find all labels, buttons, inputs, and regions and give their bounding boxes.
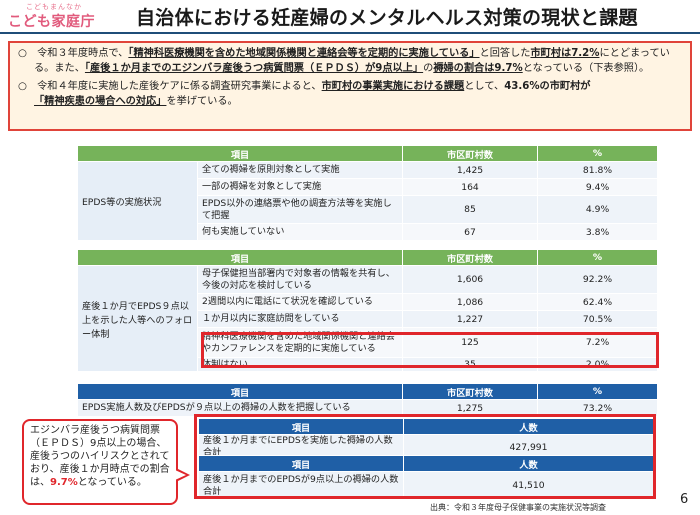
logo-text: こども家庭庁 xyxy=(8,14,95,30)
epds-high-score-table: 項目 人数 産後１か月までのEPDSが9点以上の褥婦の人数合計 41,510 xyxy=(198,455,654,500)
table-row: 2週間以内に電話にて状況を確認している 1,086 62.4% xyxy=(78,293,658,311)
header-item: 項目 xyxy=(77,383,403,400)
header-count: 市区町村数 xyxy=(402,383,538,400)
table-header-row: 項目 人数 xyxy=(198,418,654,435)
header-pct: % xyxy=(537,383,658,400)
page-title: 自治体における妊産婦のメンタルヘルス対策の現状と課題 xyxy=(136,7,638,29)
summary-point-1: ○ 令和３年度時点で、「精神科医療機関を含めた地域関係機関と連絡会等を定期的に実… xyxy=(18,46,684,76)
header-item: 項目 xyxy=(198,418,404,435)
summary-emphasis: 褥婦の割合は9.7% xyxy=(433,63,523,74)
table-header-row: 項目 人数 xyxy=(198,455,654,472)
table-row: 何も実施していない 67 3.8% xyxy=(78,223,658,241)
table-row: 体制はない 35 2.0% xyxy=(78,357,658,372)
row-item: 全ての褥婦を原則対象として実施 xyxy=(197,161,403,179)
header-item: 項目 xyxy=(198,455,404,472)
follow-up-system-table: 項目 市区町村数 % 産後１か月でEPDS９点以上を示した人等へのフォロー体制 … xyxy=(77,249,658,372)
epds-implementation-table: 項目 市区町村数 % EPDS等の実施状況 全ての褥婦を原則対象として実施 1,… xyxy=(77,145,658,241)
summary-point-2: ○ 令和４年度に実施した産後ケアに係る調査研究事業によると、市町村の事業実施にお… xyxy=(18,79,684,109)
row-item: 精神科医療機関を含めた地域関係機関と連絡会やカンファレンスを定期的に実施している xyxy=(197,327,403,358)
row-pct: 62.4% xyxy=(537,293,658,311)
table-header-row: 項目 市区町村数 % xyxy=(77,383,658,400)
epds-tracking-table: 項目 市区町村数 % EPDS実施人数及びEPDSが９点以上の褥婦の人数を把握し… xyxy=(77,383,658,417)
row-count: 67 xyxy=(402,223,538,241)
summary-text: となっている（下表参照）。 xyxy=(522,63,650,74)
row-item: 母子保健担当部署内で対象者の情報を共有し、今後の対応を検討している xyxy=(197,265,403,294)
row-item: 産後１か月までのEPDSが9点以上の褥婦の人数合計 xyxy=(198,471,404,500)
row-count: 1,606 xyxy=(402,265,538,294)
row-pct: 9.4% xyxy=(537,178,658,196)
row-count: 1,425 xyxy=(402,161,538,179)
row-category: EPDS等の実施状況 xyxy=(77,161,198,241)
summary-emphasis: 市町村の事業実施における課題 xyxy=(321,81,465,92)
callout-highlight: 9.7% xyxy=(50,477,78,488)
row-pct: 73.2% xyxy=(537,399,658,417)
callout-tail-text: となっている。 xyxy=(77,477,147,488)
header-people: 人数 xyxy=(403,418,654,435)
row-pct: 81.8% xyxy=(537,161,658,179)
table-row: 産後１か月までのEPDSが9点以上の褥婦の人数合計 41,510 xyxy=(198,471,654,500)
row-count: 1,086 xyxy=(402,293,538,311)
summary-text: 令和３年度時点で、 xyxy=(37,48,129,59)
summary-text: を挙げている。 xyxy=(166,96,238,107)
row-pct: 7.2% xyxy=(537,327,658,358)
header-count: 市区町村数 xyxy=(402,145,538,162)
header-count: 市区町村数 xyxy=(402,249,538,266)
row-item: EPDS以外の連絡票や他の調査方法等を実施して把握 xyxy=(197,195,403,224)
table-row: 産後１か月でEPDS９点以上を示した人等へのフォロー体制 母子保健担当部署内で対… xyxy=(77,265,658,372)
row-count: 1,227 xyxy=(402,310,538,328)
row-pct: 70.5% xyxy=(537,310,658,328)
summary-bold: 43.6%の市町村が xyxy=(504,81,591,92)
row-count: 85 xyxy=(402,195,538,224)
logo-ruby-text: こどもまんなか xyxy=(26,3,82,11)
row-item: EPDS実施人数及びEPDSが９点以上の褥婦の人数を把握している xyxy=(77,399,403,417)
epds-total-table: 項目 人数 産後１か月までにEPDSを実施した褥婦の人数合計 427,991 xyxy=(198,418,654,460)
bullet-icon: ○ xyxy=(18,48,27,59)
summary-emphasis: 「精神科医療機関を含めた地域関係機関と連絡会等を定期的に実施している」 xyxy=(128,48,480,59)
row-item: 何も実施していない xyxy=(197,223,403,241)
bullet-icon: ○ xyxy=(18,81,27,92)
row-item: 一部の褥婦を対象として実施 xyxy=(197,178,403,196)
header-people: 人数 xyxy=(403,455,654,472)
table-row: EPDS実施人数及びEPDSが９点以上の褥婦の人数を把握している 1,275 7… xyxy=(77,399,658,417)
row-count: 125 xyxy=(402,327,538,358)
source-note: 出典：令和３年度母子保健事業の実施状況等調査 xyxy=(430,503,606,512)
summary-box: ○ 令和３年度時点で、「精神科医療機関を含めた地域関係機関と連絡会等を定期的に実… xyxy=(8,41,692,131)
summary-emphasis: 「産後１か月までのエジンバラ産後うつ病質問票（ＥＰＤＳ）が9点以上」 xyxy=(84,63,424,74)
row-item: 体制はない xyxy=(197,357,403,372)
row-pct: 2.0% xyxy=(537,357,658,372)
header-item: 項目 xyxy=(77,145,403,162)
callout-text: エジンバラ産後うつ病質問票（ＥＰＤＳ）9点以上の場合、産後うつのハイリスクとされ… xyxy=(30,425,170,488)
kodomo-katei-cho-logo: こどもまんなか こども家庭庁 xyxy=(6,2,126,32)
row-pct: 92.2% xyxy=(537,265,658,294)
row-pct: 3.8% xyxy=(537,223,658,241)
summary-emphasis: 市町村は7.2% xyxy=(530,48,600,59)
row-count: 164 xyxy=(402,178,538,196)
row-pct: 4.9% xyxy=(537,195,658,224)
page-number: 6 xyxy=(680,492,689,507)
row-count: 1,275 xyxy=(402,399,538,417)
table-row: １か月以内に家庭訪問をしている 1,227 70.5% xyxy=(78,310,658,328)
row-item: 2週間以内に電話にて状況を確認している xyxy=(197,293,403,311)
title-divider xyxy=(0,32,700,34)
callout-box: エジンバラ産後うつ病質問票（ＥＰＤＳ）9点以上の場合、産後うつのハイリスクとされ… xyxy=(22,419,178,505)
row-item: １か月以内に家庭訪問をしている xyxy=(197,310,403,328)
summary-text: として、 xyxy=(464,81,505,92)
header-item: 項目 xyxy=(77,249,403,266)
row-count: 41,510 xyxy=(403,471,654,500)
table-row: EPDS等の実施状況 全ての褥婦を原則対象として実施 1,425 81.8% xyxy=(77,161,658,241)
table-row: EPDS以外の連絡票や他の調査方法等を実施して把握 85 4.9% xyxy=(78,195,658,224)
row-category: 産後１か月でEPDS９点以上を示した人等へのフォロー体制 xyxy=(77,265,198,372)
row-count: 35 xyxy=(402,357,538,372)
header-pct: % xyxy=(537,145,658,162)
summary-text: と回答した xyxy=(479,48,531,59)
callout-pointer-inner xyxy=(175,470,186,480)
summary-text: の xyxy=(423,63,434,74)
summary-text: 令和４年度に実施した産後ケアに係る調査研究事業によると、 xyxy=(37,81,322,92)
header-pct: % xyxy=(537,249,658,266)
summary-emphasis: 「精神疾患の場合への対応」 xyxy=(34,96,167,107)
table-header-row: 項目 市区町村数 % xyxy=(77,145,658,162)
table-header-row: 項目 市区町村数 % xyxy=(77,249,658,266)
summary-text: にとどまっている。また、 xyxy=(34,48,670,74)
